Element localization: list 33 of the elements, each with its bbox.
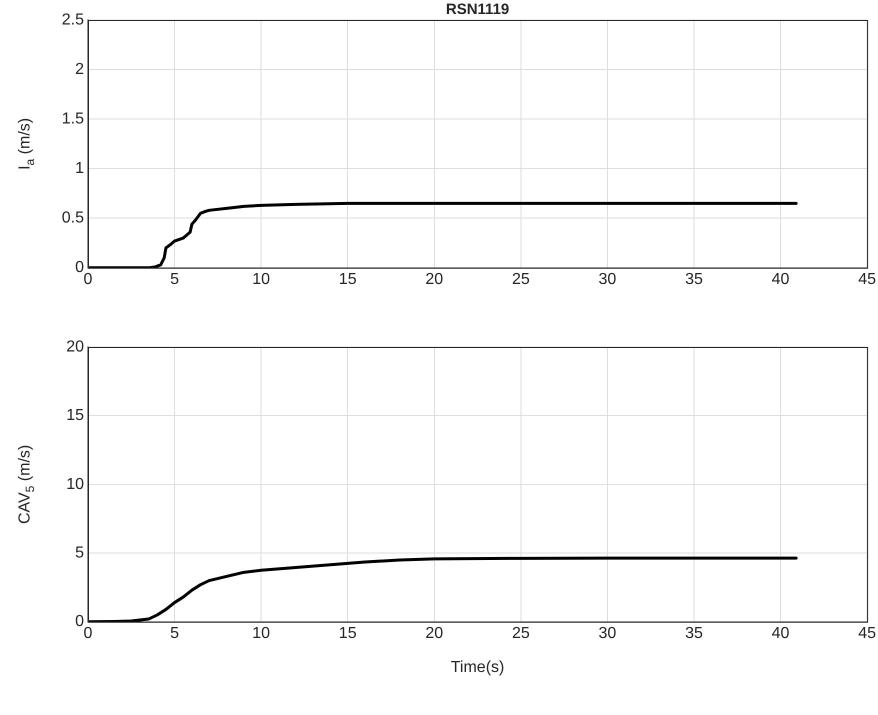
x-tick-label: 10 xyxy=(252,270,270,288)
y-tick-label: 1.5 xyxy=(62,110,84,128)
x-tick-label: 15 xyxy=(338,624,357,642)
y-axis-title: Ia (m/s) xyxy=(16,118,37,170)
x-tick-label: 25 xyxy=(512,270,530,288)
x-tick-label: 35 xyxy=(685,624,703,642)
y-tick-label: 1 xyxy=(75,160,84,178)
y-tick-label: 20 xyxy=(66,338,84,356)
x-tick-label: 15 xyxy=(338,270,357,288)
x-axis-title: Time(s) xyxy=(450,659,504,676)
x-tick-label: 25 xyxy=(512,624,530,642)
x-tick-label: 30 xyxy=(598,270,616,288)
x-tick-label: 45 xyxy=(858,624,876,642)
x-tick-label: 45 xyxy=(858,270,876,288)
y-tick-label: 10 xyxy=(66,476,84,493)
chart-title: RSN1119 xyxy=(446,1,510,18)
x-tick-label: 10 xyxy=(252,624,270,642)
x-tick-label: 40 xyxy=(772,270,790,288)
y-tick-label: 15 xyxy=(66,407,84,424)
x-tick-label: 35 xyxy=(685,270,703,288)
y-tick-label: 0 xyxy=(75,613,84,630)
x-tick-label: 40 xyxy=(772,624,790,642)
x-tick-label: 5 xyxy=(170,270,180,288)
x-tick-label: 20 xyxy=(425,270,444,288)
y-tick-label: 2.5 xyxy=(62,11,84,28)
x-tick-label: 20 xyxy=(425,624,444,642)
y-tick-label: 0.5 xyxy=(62,210,84,227)
x-tick-label: 30 xyxy=(598,624,616,642)
y-axis-title: CAV5 (m/s) xyxy=(16,444,37,524)
y-tick-label: 0 xyxy=(75,259,84,276)
y-tick-label: 5 xyxy=(75,544,84,562)
x-tick-label: 5 xyxy=(170,624,180,642)
y-tick-label: 2 xyxy=(75,60,84,78)
